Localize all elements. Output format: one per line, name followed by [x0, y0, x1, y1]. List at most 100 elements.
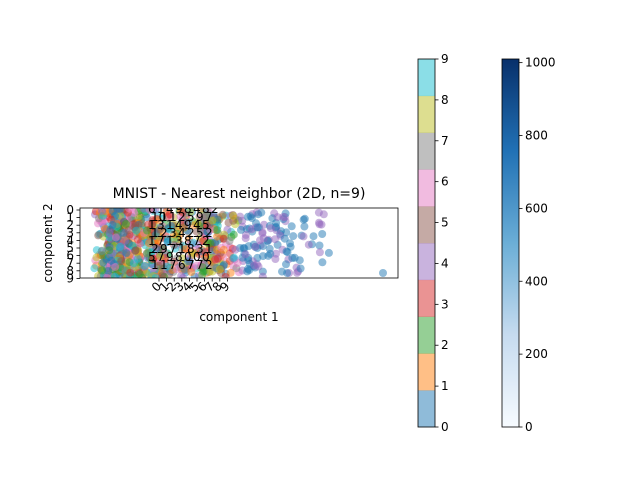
colorbar-segment: [418, 353, 435, 391]
y-tick-label: 3: [66, 226, 74, 240]
heatmap-annotation: 3: [169, 226, 177, 240]
heatmap-annotation: 2: [178, 210, 186, 224]
scatter-point: [314, 208, 323, 217]
scatter-point: [124, 226, 133, 235]
class-colorbar-tick-label: 3: [441, 297, 449, 311]
colorbar-segment: [418, 316, 435, 354]
scatter-point: [280, 234, 289, 243]
scatter-point: [215, 265, 224, 274]
scatter-point: [288, 254, 297, 262]
heatmap-annotation: 2: [187, 226, 195, 240]
heat-colorbar-frame: [501, 58, 520, 428]
scatter-point: [241, 234, 250, 243]
heatmap-annotation: 7: [196, 258, 204, 272]
y-tick-label: 1: [66, 211, 74, 225]
heatmap-annotation: 4: [178, 226, 186, 240]
scatter-point: [148, 220, 157, 228]
heatmap-annotation: 7: [157, 234, 165, 248]
scatter-point: [126, 268, 135, 277]
y-tick-label: 2: [66, 218, 74, 232]
heatmap-annotation: 0: [202, 250, 210, 264]
heatmap-annotation: 5: [148, 250, 156, 264]
scatter-point: [143, 226, 151, 235]
class-colorbar-frame: [417, 58, 436, 428]
scatter-point: [90, 264, 99, 273]
scatter-point: [309, 232, 318, 241]
heatmap-annotation: 9: [160, 242, 168, 256]
scatter-point: [282, 260, 290, 269]
scatter-point: [300, 222, 309, 231]
scatter-point: [111, 233, 120, 242]
class-colorbar-tick-label: 2: [441, 338, 449, 352]
heatmap-annotation: 2: [202, 234, 210, 248]
scatter-point: [145, 239, 153, 248]
heatmap-annotation: 1: [205, 242, 213, 256]
heatmap-annotation: 4: [166, 202, 174, 216]
scatter-point: [179, 223, 188, 232]
scatter-point: [143, 249, 151, 258]
scatter-point: [201, 248, 210, 257]
class-colorbar-tick-label: 0: [441, 420, 449, 434]
scatter-point: [237, 225, 245, 234]
heatmap-annotation: 0: [184, 250, 192, 264]
scatter-point: [154, 261, 163, 270]
scatter-point: [231, 245, 240, 254]
y-axis-label: component 2: [41, 203, 55, 282]
scatter-point: [287, 222, 296, 231]
scatter-point: [184, 218, 192, 227]
scatter-point: [115, 208, 124, 214]
x-axis-label: component 1: [199, 310, 278, 324]
y-tick-label: 0: [66, 203, 74, 217]
scatter-point: [315, 248, 324, 257]
heat-colorbar-tick-label: 200: [525, 347, 548, 361]
heatmap-annotation: 7: [157, 250, 165, 264]
scatter-point: [296, 264, 305, 273]
heat-colorbar-tick-label: 400: [525, 274, 548, 288]
scatter-point: [218, 210, 227, 219]
scatter-point: [229, 211, 238, 220]
scatter-point: [236, 212, 245, 221]
scatter-point: [104, 267, 113, 275]
heat-colorbar-tick-label: 1000: [525, 56, 556, 70]
scatter-point: [271, 255, 280, 263]
heatmap-annotation: 2: [160, 226, 168, 240]
scatter-point: [286, 239, 294, 248]
scatter-point: [103, 273, 112, 278]
scatter-point: [124, 208, 133, 213]
heatmap-annotation: 9: [166, 250, 174, 264]
heatmap-annotation: 8: [187, 242, 195, 256]
scatter-point: [105, 246, 114, 255]
heatmap-annotation: 4: [193, 218, 201, 232]
scatter-point: [131, 246, 140, 255]
scatter-point: [156, 252, 165, 261]
heat-colorbar-fill: [502, 59, 519, 427]
scatter-point: [145, 208, 154, 214]
class-colorbar-tick-label: 9: [441, 52, 449, 66]
scatter-point: [196, 208, 205, 213]
heatmap-annotation: 1: [160, 258, 168, 272]
scatter-point: [121, 236, 130, 245]
scatter-point: [250, 261, 259, 270]
scatter-point: [107, 256, 116, 265]
scatter-point: [192, 227, 201, 236]
heatmap-annotation: 6: [148, 202, 156, 216]
colorbar-segment: [418, 169, 435, 207]
heatmap-annotation: 1: [166, 234, 174, 248]
scatter-point: [98, 246, 106, 255]
scatter-point: [135, 270, 144, 278]
scatter-point: [105, 229, 114, 238]
scatter-point: [111, 262, 120, 271]
heatmap-annotation: 1: [160, 210, 168, 224]
scatter-point: [258, 272, 267, 278]
scatter-point: [209, 263, 218, 272]
scatter-point: [92, 253, 101, 262]
scatter-point: [265, 244, 274, 253]
heat-colorbar-tick-label: 600: [525, 201, 548, 215]
scatter-point: [295, 256, 304, 265]
y-tick-label: 4: [66, 233, 74, 247]
scatter-point: [254, 210, 263, 219]
heatmap-annotation: 7: [205, 210, 213, 224]
colorbar-segment: [418, 132, 435, 170]
scatter-point: [230, 253, 238, 262]
scatter-point: [170, 240, 178, 249]
